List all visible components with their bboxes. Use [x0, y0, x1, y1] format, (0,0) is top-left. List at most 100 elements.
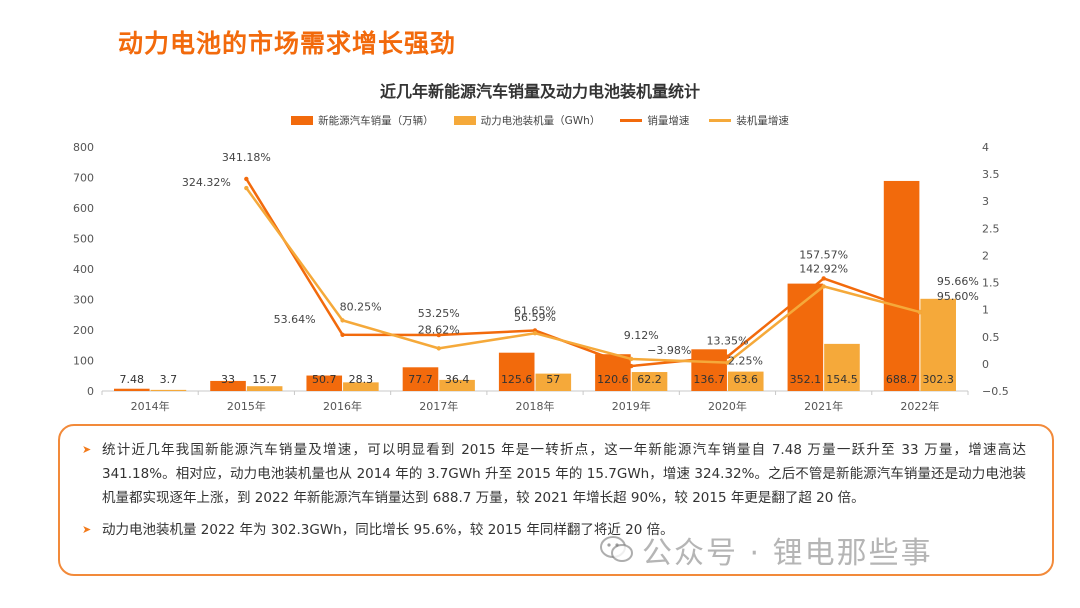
bullet-arrow-icon: ➤	[82, 523, 92, 536]
bar-battery	[150, 389, 187, 391]
y-left-tick-label: 500	[73, 233, 94, 246]
y-right-tick-label: 2.5	[982, 222, 1000, 235]
legend-swatch-sales-growth	[620, 119, 643, 122]
x-tick-label: 2017年	[419, 399, 458, 413]
y-right-tick-label: 4	[982, 141, 989, 154]
bar-battery-value-label: 57	[546, 373, 560, 386]
y-right-tick-label: 1.5	[982, 277, 1000, 290]
battery-growth-value-label: 95.60%	[937, 290, 979, 303]
legend-item-battery: 动力电池装机量（GWh）	[453, 113, 601, 128]
point-battery-growth	[532, 331, 538, 336]
bar-battery	[439, 379, 475, 391]
sales-growth-value-label: 157.57%	[799, 248, 848, 261]
point-battery-growth	[244, 185, 249, 191]
legend-item-sales: 新能源汽车销量（万辆）	[291, 113, 434, 128]
sales-growth-value-label: −3.98%	[647, 344, 691, 357]
y-left-tick-label: 100	[73, 355, 94, 368]
bar-sales-value-label: 77.7	[408, 373, 433, 386]
point-sales-growth	[629, 363, 634, 369]
x-tick-label: 2022年	[900, 399, 939, 413]
sales-growth-value-label: 53.25%	[418, 307, 460, 320]
point-sales-growth	[244, 176, 249, 182]
legend-label-battery: 动力电池装机量（GWh）	[480, 115, 601, 127]
y-left-tick-label: 0	[87, 385, 94, 398]
chart-legend: 新能源汽车销量（万辆） 动力电池装机量（GWh） 销量增速 装机量增速	[0, 113, 1080, 128]
y-left-tick-label: 700	[73, 172, 94, 185]
wechat-icon	[600, 536, 633, 562]
legend-label-battery-growth: 装机量增速	[736, 115, 789, 127]
legend-swatch-battery	[453, 116, 476, 125]
legend-item-battery-growth: 装机量增速	[709, 113, 789, 128]
battery-growth-value-label: 9.12%	[624, 329, 659, 342]
bar-battery-value-label: 62.2	[637, 373, 662, 386]
bar-battery-value-label: 36.4	[445, 373, 470, 386]
battery-growth-value-label: 142.92%	[799, 262, 848, 275]
sales-growth-value-label: 13.35%	[706, 335, 748, 348]
notes-box: ➤ 统计近几年我国新能源汽车销量及增速，可以明显看到 2015 年是一转折点，这…	[58, 424, 1054, 576]
y-right-tick-label: −0.5	[982, 385, 1009, 398]
battery-growth-value-label: 2.25%	[728, 355, 763, 368]
bar-sales	[498, 352, 535, 391]
y-left-tick-label: 400	[73, 263, 94, 276]
line-sales-growth	[245, 178, 921, 368]
combo-chart: 0 100 200 300 400 500 600 700 800 −0.5 0 0.5 1 1.5 2 2.…	[73, 141, 1009, 413]
point-battery-growth	[340, 318, 345, 323]
bar-sales	[402, 367, 439, 391]
legend-label-sales: 新能源汽车销量（万辆）	[318, 115, 434, 127]
y-left-tick-label: 200	[73, 324, 94, 337]
point-sales-growth	[436, 332, 441, 338]
point-battery-growth	[629, 356, 634, 362]
y-right-tick-label: 0.5	[982, 331, 1000, 344]
bar-sales-value-label: 120.6	[597, 373, 629, 386]
y-left-tick-label: 300	[73, 294, 94, 307]
watermark: 公众号 · 锂电那些事	[600, 528, 933, 572]
bar-battery-value-label: 154.5	[826, 373, 858, 386]
bar-battery	[535, 373, 572, 391]
battery-growth-value-label: 324.32%	[182, 176, 231, 189]
point-sales-growth	[725, 354, 730, 359]
battery-growth-value-label: 80.25%	[340, 300, 382, 313]
y-right-tick-label: 2	[982, 249, 989, 262]
x-tick-label: 2021年	[804, 399, 843, 413]
bar-battery-value-label: 302.3	[922, 373, 954, 386]
sales-growth-value-label: 95.66%	[937, 275, 979, 288]
sales-growth-value-label: 53.64%	[274, 313, 316, 326]
point-sales-growth	[340, 332, 345, 338]
y-right-tick-label: 3.5	[982, 168, 1000, 181]
x-tick-label: 2016年	[323, 399, 362, 413]
bar-sales	[210, 380, 246, 391]
note-text: 动力电池装机量 2022 年为 302.3GWh，同比增长 95.6%，较 20…	[102, 522, 674, 538]
bar-sales-value-label: 125.6	[501, 373, 533, 386]
note-paragraph: ➤ 动力电池装机量 2022 年为 302.3GWh，同比增长 95.6%，较 …	[82, 518, 1026, 542]
battery-growth-value-label: 28.62%	[418, 323, 460, 336]
watermark-text: 公众号 · 锂电那些事	[642, 536, 933, 571]
point-battery-growth	[917, 309, 923, 315]
page-title: 动力电池的市场需求增长强劲	[118, 29, 457, 58]
bar-battery-value-label: 28.3	[349, 373, 374, 386]
legend-swatch-battery-growth	[709, 119, 732, 122]
y-left-tick-label: 600	[73, 202, 94, 215]
bar-battery	[246, 386, 283, 391]
bar-battery-value-label: 15.7	[252, 373, 277, 386]
bar-battery	[824, 343, 860, 391]
bar-sales-value-label: 7.48	[120, 373, 145, 386]
bar-sales-value-label: 352.1	[790, 373, 822, 386]
bar-battery	[727, 371, 764, 391]
note-paragraph: ➤ 统计近几年我国新能源汽车销量及增速，可以明显看到 2015 年是一转折点，这…	[82, 438, 1026, 510]
legend-item-sales-growth: 销量增速	[620, 113, 689, 128]
bar-battery-value-label: 63.6	[733, 373, 758, 386]
bar-battery	[920, 298, 956, 391]
y-right-tick-label: 1	[982, 304, 989, 317]
x-tick-label: 2018年	[516, 399, 555, 413]
point-battery-growth	[436, 346, 441, 351]
bar-sales-value-label: 50.7	[312, 373, 337, 386]
bar-battery-value-label: 3.7	[160, 373, 178, 386]
note-text: 统计近几年我国新能源汽车销量及增速，可以明显看到 2015 年是一转折点，这一年…	[102, 442, 1026, 506]
x-tick-label: 2014年	[131, 399, 170, 413]
chart-title: 近几年新能源汽车销量及动力电池装机量统计	[379, 82, 700, 101]
legend-swatch-sales	[291, 116, 314, 125]
legend-label-sales-growth: 销量增速	[647, 115, 690, 127]
bar-battery	[343, 382, 379, 391]
line-battery-growth	[245, 187, 921, 364]
bar-sales-value-label: 136.7	[693, 373, 725, 386]
